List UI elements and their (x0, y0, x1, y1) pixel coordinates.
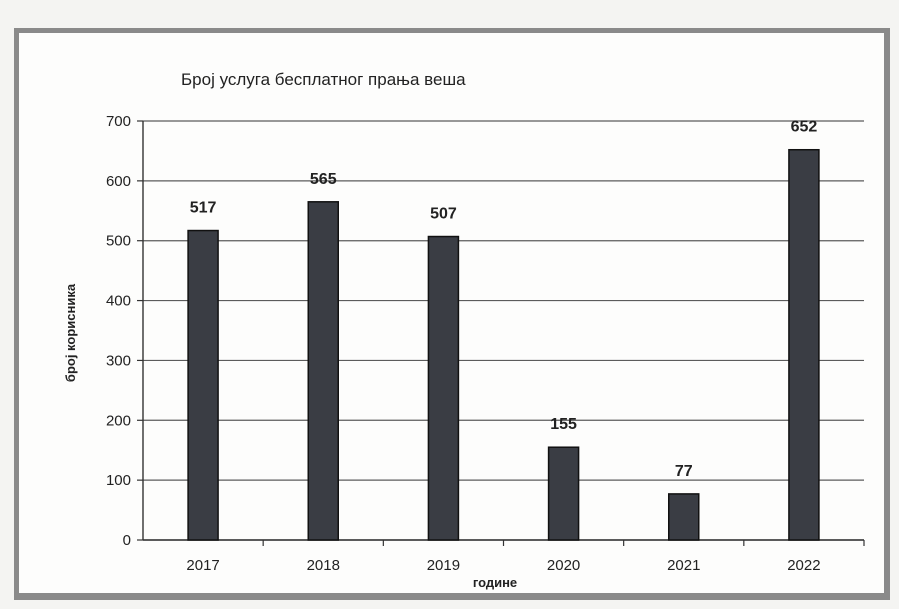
x-tick-label-2017: 2017 (186, 557, 219, 574)
data-label-2020: 155 (550, 416, 577, 433)
y-tick-label-500: 500 (106, 233, 131, 250)
x-axis-title: године (473, 575, 517, 590)
gridlines (137, 120, 865, 546)
x-tick-label-2020: 2020 (547, 557, 580, 574)
x-tick-label-2021: 2021 (667, 557, 700, 574)
chart-frame: 0 100 200 300 400 500 600 700 2017 2018 2019 2020 2… (14, 28, 890, 600)
chart-title: Број услуга бесплатног прања веша (181, 70, 466, 89)
y-tick-label-300: 300 (106, 352, 131, 369)
x-tick-label-2022: 2022 (787, 557, 820, 574)
y-axis-title: број корисника (63, 283, 78, 382)
bar-2017 (187, 229, 219, 541)
data-label-2019: 507 (430, 206, 457, 223)
x-tick-label-2018: 2018 (307, 557, 340, 574)
data-label-2018: 565 (310, 171, 337, 188)
bar-2020 (547, 446, 580, 541)
y-tick-label-100: 100 (106, 472, 131, 489)
y-tick-label-400: 400 (106, 293, 131, 310)
bars (187, 148, 820, 541)
data-label-2021: 77 (675, 463, 693, 480)
x-tick-label-2019: 2019 (427, 557, 460, 574)
y-tick-label-700: 700 (106, 113, 131, 130)
bar-2019 (427, 235, 460, 541)
data-label-2017: 517 (190, 200, 217, 217)
y-tick-label-200: 200 (106, 412, 131, 429)
y-tick-labels: 0 100 200 300 400 500 600 700 (106, 113, 131, 549)
y-tick-label-0: 0 (123, 532, 131, 549)
data-labels: 517 565 507 155 77 652 (190, 119, 818, 480)
bar-2022 (788, 148, 820, 541)
y-tick-label-600: 600 (106, 173, 131, 190)
x-tick-labels: 2017 2018 2019 2020 2021 2022 (186, 557, 820, 574)
bar-2018 (307, 201, 339, 541)
bar-2021 (668, 493, 700, 541)
data-label-2022: 652 (791, 119, 818, 136)
